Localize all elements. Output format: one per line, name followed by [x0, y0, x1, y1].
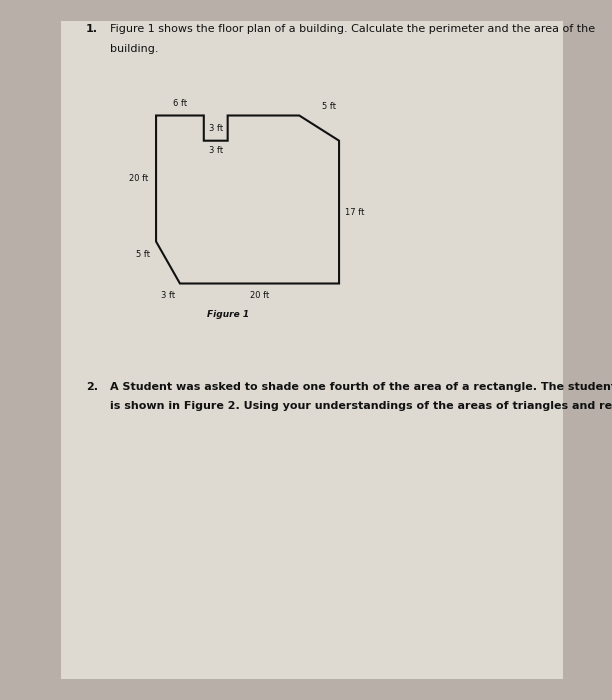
Text: 5 ft: 5 ft	[136, 250, 150, 258]
Text: is shown in Figure 2. Using your understandings of the areas of triangles and re: is shown in Figure 2. Using your underst…	[110, 401, 612, 411]
Text: 3 ft: 3 ft	[209, 124, 223, 132]
FancyBboxPatch shape	[61, 21, 563, 679]
Text: Figure 1: Figure 1	[207, 310, 248, 319]
Text: 2.: 2.	[86, 382, 98, 391]
Text: 5 ft: 5 ft	[322, 102, 335, 111]
Text: 20 ft: 20 ft	[130, 174, 149, 183]
Text: 3 ft: 3 ft	[209, 146, 223, 155]
Text: 20 ft: 20 ft	[250, 290, 269, 300]
Text: 1.: 1.	[86, 25, 98, 34]
Text: building.: building.	[110, 44, 159, 54]
Text: 17 ft: 17 ft	[345, 208, 365, 216]
Text: Figure 1 shows the floor plan of a building. Calculate the perimeter and the are: Figure 1 shows the floor plan of a build…	[110, 25, 595, 34]
Text: 3 ft: 3 ft	[161, 290, 175, 300]
Text: A Student was asked to shade one fourth of the area of a rectangle. The student’: A Student was asked to shade one fourth …	[110, 382, 612, 391]
Text: 6 ft: 6 ft	[173, 99, 187, 108]
